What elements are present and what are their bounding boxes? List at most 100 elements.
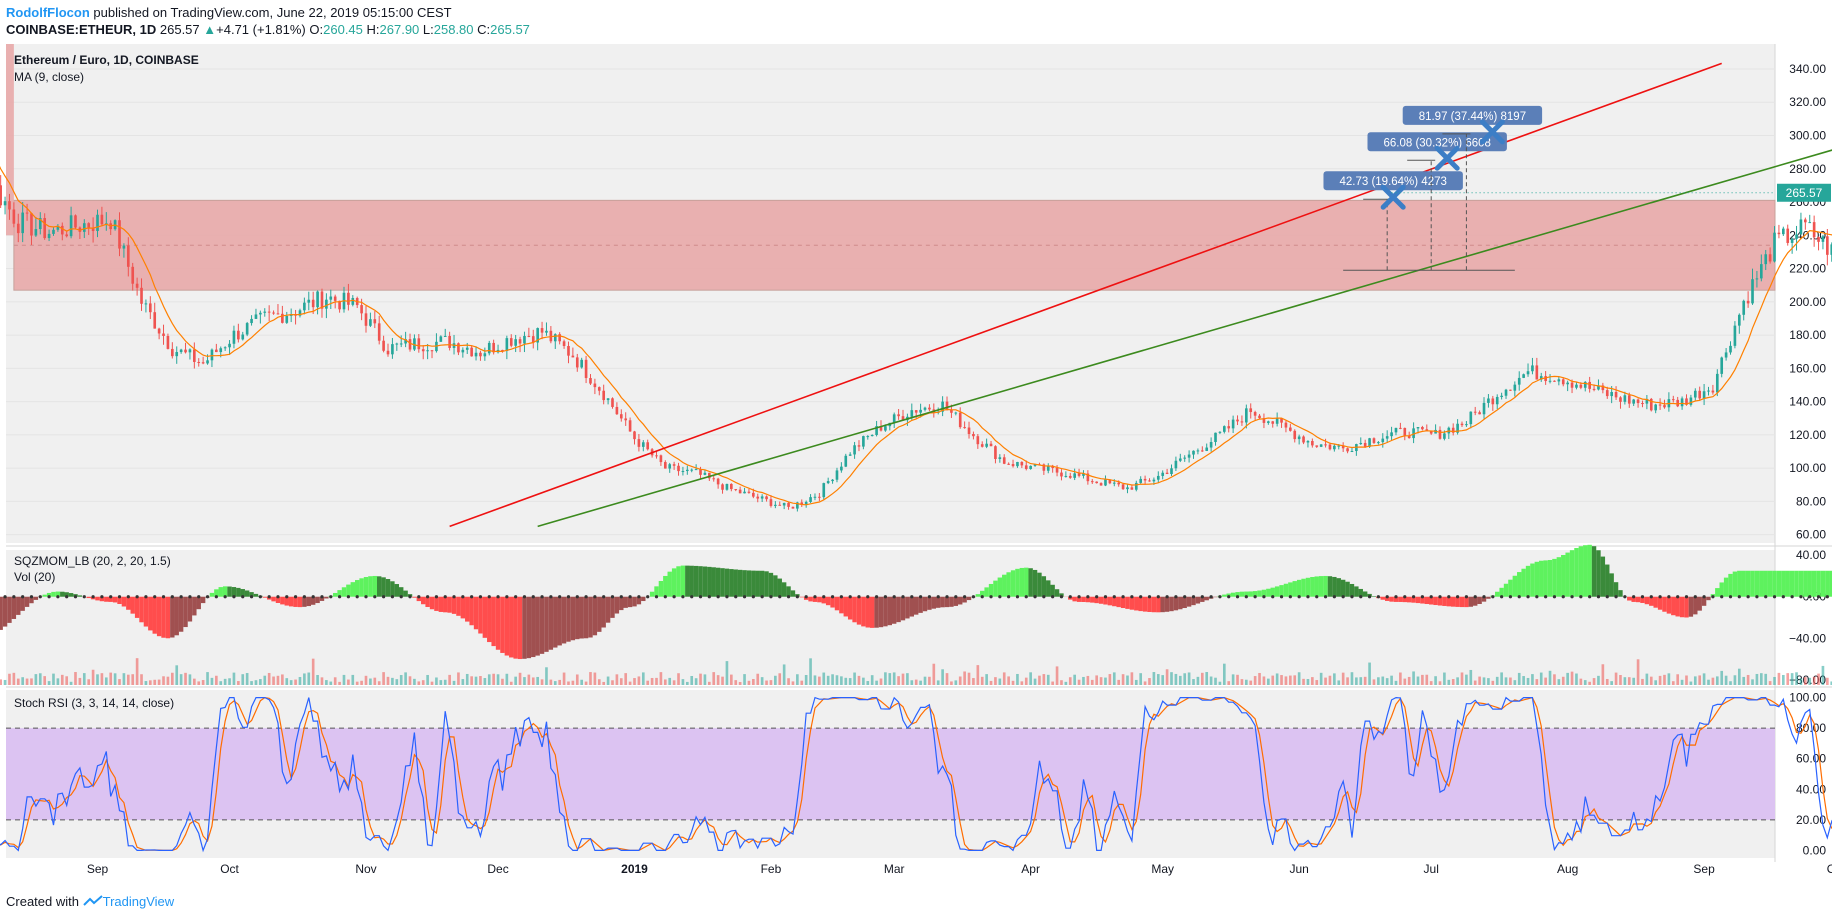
candle [1082,470,1085,479]
price-tick-label: 200.00 [1789,295,1826,309]
candle [1024,460,1028,471]
candle [694,464,698,471]
candle [100,206,104,227]
candle [857,440,861,452]
stoch-band [6,728,1775,820]
candle [474,346,478,361]
candle [624,412,628,426]
candle [0,175,2,208]
candle [1258,413,1261,419]
candle [523,331,526,353]
candle [1676,396,1680,408]
candle [998,454,1002,463]
stoch-k-line[interactable] [0,696,1832,853]
candle [91,217,95,243]
green-trendline[interactable] [537,73,1832,528]
candle [1804,217,1807,230]
candle [43,213,47,240]
candle [175,346,179,364]
candle [1531,357,1534,375]
candle [1614,386,1618,400]
stoch-legend: Stoch RSI (3, 3, 14, 14, close) [14,696,174,710]
chart-canvas[interactable]: 60.00 80.00 100.00 120.00 140.00 160.00 180.00… [0,42,1832,884]
candle [743,487,746,494]
candle [1007,462,1010,465]
candle [580,357,584,369]
candle [1755,270,1759,288]
candle [1711,384,1715,395]
candle [1297,434,1301,445]
tradingview-link[interactable]: TradingView [102,894,175,909]
candle [1399,422,1402,430]
candle [1641,400,1644,408]
candle [1425,424,1429,432]
candle [69,206,73,239]
candle [1139,476,1143,484]
candle [373,311,377,329]
candle [1421,425,1424,431]
candle [1790,237,1794,254]
candle [1799,212,1803,235]
candle [307,291,311,311]
candle [954,411,958,416]
candle [179,348,183,354]
candle [562,339,566,349]
candle [597,386,601,396]
author-link[interactable]: RodolfFlocon [6,5,90,20]
candle [1143,475,1147,485]
price-tick-label: 340.00 [1789,62,1826,76]
candle [1126,483,1129,494]
candle [52,226,55,236]
initial-zone[interactable] [6,44,14,236]
candle [782,502,786,510]
candle [118,212,121,257]
time-tick-label: Jul [1424,862,1439,876]
candle [285,311,289,324]
candle [505,335,509,360]
candle [1619,396,1622,409]
squeeze-histogram [0,544,1832,660]
candle [1333,444,1336,452]
candle [426,343,429,360]
candle [593,378,597,395]
candle [1289,423,1292,432]
price-tick-label: 120.00 [1789,428,1826,442]
candle [1623,391,1627,405]
price-tick-label: 240.00 [1789,228,1826,242]
candle [479,350,482,361]
candle [527,327,531,338]
candle [1782,226,1785,236]
candle [870,434,874,437]
open-value: 260.45 [323,22,363,37]
candle [1548,374,1552,384]
candle [1478,410,1481,415]
candle [338,300,341,313]
red-trendline[interactable] [449,62,1722,528]
candle [655,450,658,459]
candle [448,331,451,351]
candle [716,477,720,489]
candle [1200,446,1204,452]
candle [1394,427,1398,436]
candle [1148,478,1151,482]
candle [1795,225,1798,251]
candle [47,229,51,242]
squeeze-tick-label: −80.00 [1789,673,1826,687]
ma-line[interactable] [0,101,1832,506]
candle [1275,412,1279,427]
candle [637,434,641,452]
candle [1359,437,1363,445]
measure-tool[interactable]: 42.73 (19.64%) 4273 66.08 (30.32%) 6608 81… [1323,105,1543,271]
candle [237,323,240,343]
price-tick-label: 140.00 [1789,395,1826,409]
candle [1178,453,1182,463]
candle [1086,470,1090,485]
candle [875,420,878,437]
candle [329,289,333,310]
candle [1253,410,1257,420]
symbol-label: COINBASE:ETHEUR, 1D [6,22,157,37]
candle [1196,448,1200,455]
candle [589,374,592,385]
candle [509,334,513,348]
candle [197,358,201,367]
